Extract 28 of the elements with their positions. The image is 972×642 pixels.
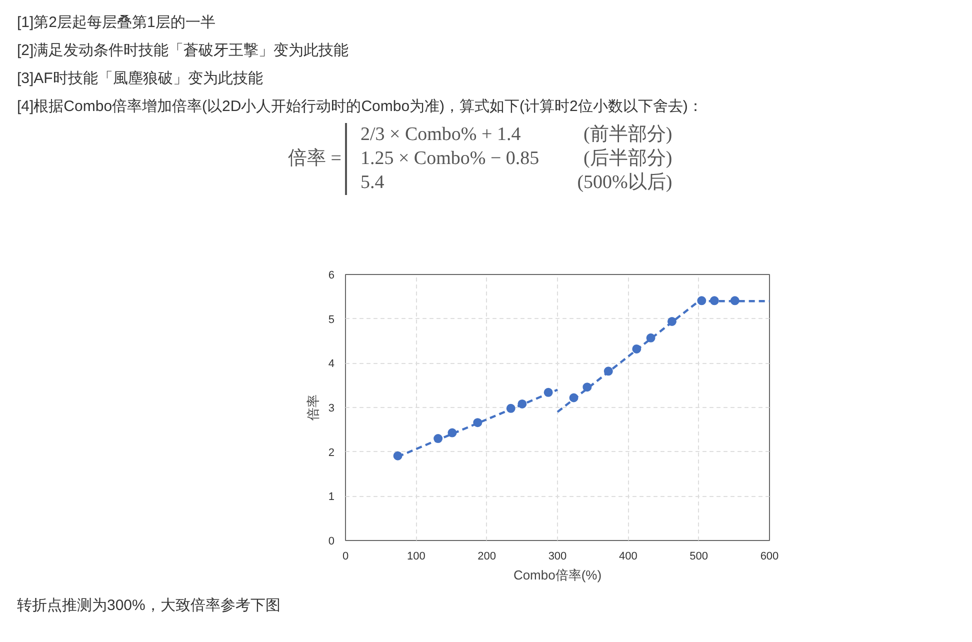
text: (前半部分) bbox=[582, 123, 674, 147]
x-tick-label: 600 bbox=[760, 550, 779, 562]
y-tick-label: 4 bbox=[328, 358, 335, 370]
text: [2]满足发动条件时技能「蒼破牙王撃」变为此技能 bbox=[17, 41, 350, 61]
x-tick-label: 300 bbox=[548, 550, 567, 562]
text: 转折点推测为300%，大致倍率参考下图 bbox=[16, 596, 280, 616]
text: 倍率 = bbox=[287, 147, 342, 171]
y-tick-label: 5 bbox=[328, 314, 335, 326]
y-axis-title: 倍率 bbox=[305, 394, 320, 420]
x-tick-label: 400 bbox=[618, 550, 638, 562]
y-tick-label: 6 bbox=[328, 270, 335, 282]
y-tick-label: 2 bbox=[328, 446, 335, 459]
x-tick-label: 0 bbox=[342, 550, 349, 562]
text: (500%以后) bbox=[576, 171, 674, 195]
text: 5.4 bbox=[359, 171, 386, 195]
text: [4]根据Combo倍率增加倍率(以2D小人开始行动时的Combo为准)，算式如下(计算时2位小数以下舍去)： bbox=[17, 97, 703, 117]
text: [1]第2层起每层叠第1层的一半 bbox=[17, 13, 216, 33]
x-tick-label: 100 bbox=[406, 550, 426, 562]
y-tick-label: 0 bbox=[328, 536, 335, 548]
text: [3]AF时技能「風塵狼破」变为此技能 bbox=[17, 69, 264, 89]
y-tick-label: 3 bbox=[328, 402, 335, 414]
x-axis-title: Combo倍率(%) bbox=[513, 568, 602, 582]
text: (后半部分) bbox=[582, 147, 674, 171]
text: 1.25 × Combo% − 0.85 bbox=[359, 147, 540, 171]
text: 2/3 × Combo% + 1.4 bbox=[359, 123, 522, 147]
x-tick-label: 500 bbox=[690, 550, 708, 562]
y-tick-label: 1 bbox=[328, 491, 335, 504]
x-tick-label: 200 bbox=[478, 550, 496, 562]
